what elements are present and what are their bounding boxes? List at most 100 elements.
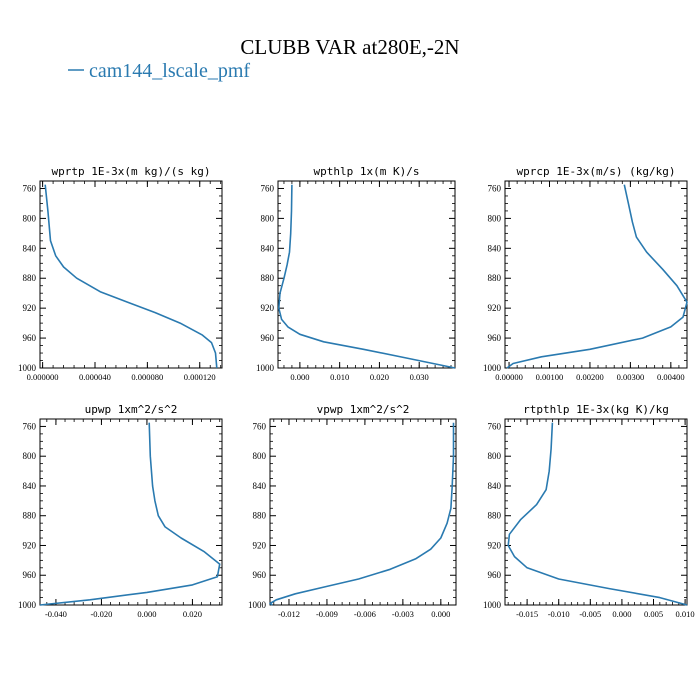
panel-title: wprtp 1E-3x(m kg)/(s kg) (52, 165, 211, 178)
y-tick-label: 800 (23, 213, 37, 223)
x-tick-label: -0.009 (316, 609, 338, 619)
y-tick-label: 920 (488, 540, 502, 550)
x-tick-label: -0.015 (516, 609, 538, 619)
panel-title: wpthlp 1x(m K)/s (314, 165, 420, 178)
y-tick-label: 1000 (256, 363, 275, 373)
panel-frame (277, 180, 456, 369)
figure-title: CLUBB VAR at280E,-2N (240, 35, 459, 59)
panel-6: rtpthlp 1E-3x(kg K)/kg 760 800 840 880 920 960… (483, 403, 695, 619)
legend: cam144_lscale_pmf (68, 60, 250, 82)
y-tick-label: 960 (488, 333, 502, 343)
x-tick-label: -0.006 (354, 609, 376, 619)
y-tick-label: 760 (488, 183, 502, 193)
legend-label: cam144_lscale_pmf (89, 60, 250, 82)
panel-4: upwp 1xm^2/s^2 760 800 840 880 920 960 1000 -0.0… (18, 403, 223, 619)
series-line (39, 422, 221, 606)
y-tick-label: 960 (23, 570, 37, 580)
x-tick-label: 0.000 (612, 609, 631, 619)
x-tick-label: -0.010 (548, 609, 570, 619)
x-tick-label: 0.020 (370, 372, 389, 382)
panel-title: wprcp 1E-3x(m/s) (kg/kg) (517, 165, 676, 178)
y-tick-label: 920 (23, 540, 37, 550)
panel-3: wprcp 1E-3x(m/s) (kg/kg) 760 800 840 880 920 9… (483, 165, 688, 382)
panel-title: vpwp 1xm^2/s^2 (317, 403, 410, 416)
series-line (506, 184, 688, 369)
x-tick-label: 0.000040 (79, 372, 111, 382)
series-line (277, 184, 456, 369)
y-tick-label: 960 (253, 570, 267, 580)
y-tick-label: 1000 (248, 600, 267, 610)
panel-title: rtpthlp 1E-3x(kg K)/kg (523, 403, 669, 416)
y-tick-label: 760 (488, 421, 502, 431)
panel-2: wpthlp 1x(m K)/s 760 800 840 880 920 960 1000 0.… (256, 165, 456, 382)
x-tick-label: 0.00400 (657, 372, 685, 382)
x-tick-label: 0.00000 (495, 372, 523, 382)
y-tick-label: 800 (488, 213, 502, 223)
x-tick-label: 0.00300 (617, 372, 645, 382)
y-tick-label: 960 (488, 570, 502, 580)
y-tick-label: 880 (261, 273, 275, 283)
y-tick-label: 800 (23, 451, 37, 461)
panel-frame (504, 180, 688, 369)
x-tick-label: 0.000 (290, 372, 309, 382)
series-line (269, 422, 455, 606)
panels: wprtp 1E-3x(m kg)/(s kg) 760 800 840 880 920 9… (18, 165, 695, 619)
x-tick-label: -0.005 (579, 609, 601, 619)
y-tick-label: 880 (23, 273, 37, 283)
y-tick-label: 1000 (18, 600, 37, 610)
x-tick-label: 0.020 (183, 609, 202, 619)
y-tick-label: 880 (488, 273, 502, 283)
x-tick-label: 0.005 (644, 609, 663, 619)
panel-frame (504, 418, 688, 606)
y-tick-label: 840 (261, 243, 275, 253)
y-tick-label: 1000 (18, 363, 37, 373)
x-tick-label: -0.012 (278, 609, 300, 619)
y-tick-label: 840 (488, 243, 502, 253)
series-line (44, 184, 218, 369)
y-tick-label: 920 (261, 303, 275, 313)
panel-1: wprtp 1E-3x(m kg)/(s kg) 760 800 840 880 920 9… (18, 165, 223, 382)
x-tick-label: -0.003 (392, 609, 414, 619)
x-tick-label: 0.010 (676, 609, 695, 619)
y-tick-label: 800 (488, 451, 502, 461)
panel-5: vpwp 1xm^2/s^2 760 800 840 880 920 960 1000 -0.0… (248, 403, 457, 619)
y-tick-label: 760 (23, 421, 37, 431)
y-tick-label: 1000 (483, 600, 502, 610)
x-tick-label: 0.000 (137, 609, 156, 619)
x-tick-label: 0.010 (330, 372, 349, 382)
y-tick-label: 960 (261, 333, 275, 343)
x-tick-label: 0.000120 (184, 372, 216, 382)
series-line (507, 422, 688, 606)
y-tick-label: 920 (23, 303, 37, 313)
x-tick-label: 0.00100 (536, 372, 564, 382)
y-tick-label: 840 (253, 481, 267, 491)
y-tick-label: 840 (23, 481, 37, 491)
y-tick-label: 760 (23, 183, 37, 193)
y-tick-label: 920 (253, 540, 267, 550)
x-tick-label: -0.040 (45, 609, 67, 619)
y-tick-label: 960 (23, 333, 37, 343)
panel-frame (39, 418, 223, 606)
panel-frame (39, 180, 223, 369)
y-tick-label: 880 (488, 511, 502, 521)
y-tick-label: 840 (23, 243, 37, 253)
y-tick-label: 880 (23, 511, 37, 521)
x-tick-label: 0.00200 (576, 372, 604, 382)
x-tick-label: 0.000000 (27, 372, 59, 382)
y-tick-label: 920 (488, 303, 502, 313)
y-tick-label: 760 (253, 421, 267, 431)
y-tick-label: 800 (253, 451, 267, 461)
y-tick-label: 760 (261, 183, 275, 193)
y-tick-label: 1000 (483, 363, 502, 373)
y-tick-label: 800 (261, 213, 275, 223)
panel-frame (269, 418, 457, 606)
panel-title: upwp 1xm^2/s^2 (85, 403, 178, 416)
y-tick-label: 840 (488, 481, 502, 491)
x-tick-label: 0.030 (410, 372, 429, 382)
x-tick-label: -0.020 (90, 609, 112, 619)
y-tick-label: 880 (253, 511, 267, 521)
x-tick-label: 0.000 (431, 609, 450, 619)
x-tick-label: 0.000080 (131, 372, 163, 382)
